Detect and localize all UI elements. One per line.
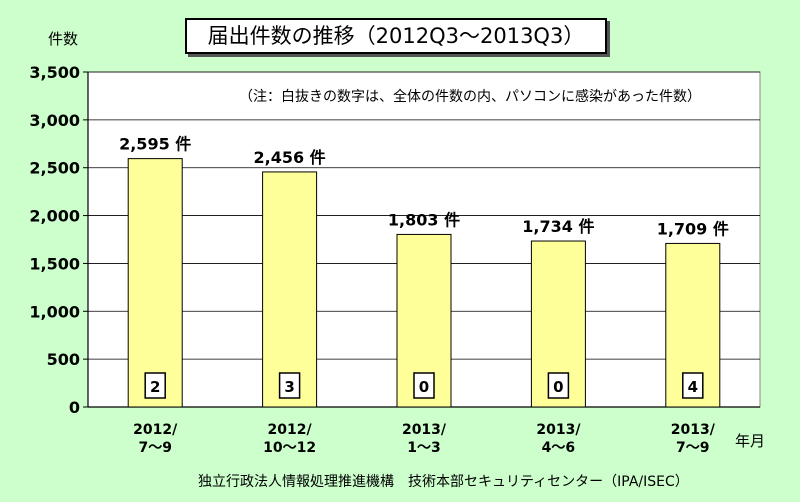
bar (127, 158, 183, 408)
pc-count-label: 0 (419, 378, 429, 396)
x-tick-label: 7～9 (138, 440, 171, 456)
pc-count-label: 4 (688, 378, 698, 396)
pc-count-label: 3 (284, 378, 294, 396)
y-axis-label: 件数 (48, 30, 79, 48)
x-tick-label: 2012/ (268, 422, 313, 438)
chart-title: 届出件数の推移（2012Q3～2013Q3） (185, 18, 607, 54)
y-tick-label: 1,500 (29, 254, 80, 273)
y-tick-label: 500 (47, 350, 80, 369)
pc-count-label: 0 (553, 378, 563, 396)
x-tick-label: 2012/ (133, 422, 178, 438)
x-tick-label: 2013/ (671, 422, 716, 438)
pc-count-box (547, 372, 570, 399)
y-tick-label: 1,000 (29, 302, 80, 321)
y-tick-label: 2,000 (29, 207, 80, 226)
data-label: 1,734 件 (522, 217, 594, 236)
chart-note: （注：白抜きの数字は、全体の件数の内、パソコンに感染があった件数） (239, 89, 701, 105)
x-tick-label: 2013/ (402, 422, 447, 438)
x-tick-label: 2013/ (536, 422, 581, 438)
y-tick-label: 3,000 (29, 111, 80, 130)
y-tick-label: 0 (69, 398, 80, 417)
bar (262, 171, 318, 408)
x-tick-label: 1～3 (407, 440, 440, 456)
pc-count-label: 2 (150, 378, 160, 396)
pc-count-box (278, 372, 301, 399)
x-tick-label: 7～9 (676, 440, 709, 456)
pc-count-box (413, 372, 435, 399)
data-label: 1,709 件 (657, 219, 729, 238)
data-label: 2,456 件 (254, 148, 326, 167)
y-tick-label: 3,500 (29, 63, 80, 82)
x-tick-label: 4～6 (542, 440, 575, 456)
data-label: 1,803 件 (388, 210, 460, 229)
x-tick-label: 10～12 (263, 440, 316, 456)
data-label: 2,595 件 (119, 135, 191, 154)
y-tick-label: 2,500 (29, 159, 80, 178)
chart-source: 独立行政法人情報処理推進機構 技術本部セキュリティセンター（IPA/ISEC） (198, 474, 689, 490)
pc-count-box (682, 372, 704, 399)
x-axis-label: 年月 (735, 432, 766, 450)
pc-count-box (144, 372, 166, 399)
